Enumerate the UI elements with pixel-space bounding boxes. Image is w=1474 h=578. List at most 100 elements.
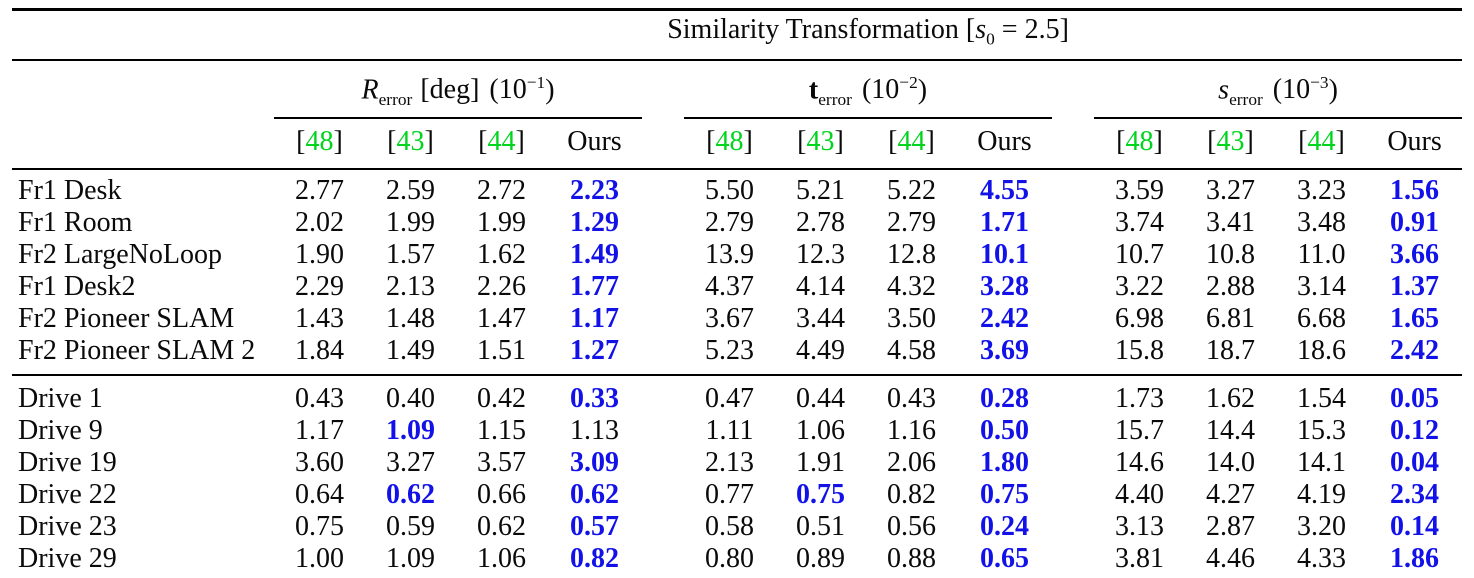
metric-value: 18.7 [1206, 334, 1255, 366]
ours-column-header: Ours [957, 117, 1052, 170]
row-label: Drive 23 [18, 510, 117, 542]
metric-value: 1.84 [295, 334, 344, 366]
s-error-scale-close: ) [1328, 73, 1338, 105]
table-row: Drive 19 3.60 3.27 3.57 3.09 2.13 1.91 2.06 1.80… [12, 447, 1462, 479]
best-value: 0.75 [796, 478, 845, 510]
best-value: 0.28 [980, 382, 1029, 414]
column-spacer [1052, 239, 1094, 271]
column-spacer [642, 303, 684, 335]
best-value: 3.69 [980, 334, 1029, 366]
group-header-row: Rerror [deg] (10−1) terror (10−2) serror (10−3… [12, 59, 1463, 119]
citation-bracket-close: ] [515, 125, 525, 157]
citation-ref[interactable]: [48] [1094, 117, 1185, 170]
metric-value: 0.88 [887, 542, 936, 574]
metric-value: 1.91 [796, 446, 845, 478]
metric-value: 13.9 [705, 238, 754, 270]
metric-value: 2.13 [705, 446, 754, 478]
metric-value: 2.79 [887, 206, 936, 238]
citation-bracket-close: ] [424, 125, 434, 157]
metric-value: 1.06 [796, 414, 845, 446]
metric-value: 2.72 [477, 174, 526, 206]
metric-value: 0.89 [796, 542, 845, 574]
metric-value: 0.42 [477, 382, 526, 414]
citation-bracket-close: ] [743, 125, 753, 157]
citation-bracket-close: ] [925, 125, 935, 157]
metric-value: 4.49 [796, 334, 845, 366]
citation-bracket-open: [ [478, 125, 488, 157]
citation-ref[interactable]: [43] [1185, 117, 1276, 170]
citation-ref[interactable]: [43] [365, 117, 456, 170]
metric-value: 15.8 [1115, 334, 1164, 366]
t-error-scale-exponent: −2 [899, 72, 918, 92]
metric-value: 0.58 [705, 510, 754, 542]
metric-value: 3.14 [1297, 270, 1346, 302]
row-label: Fr2 Pioneer SLAM [18, 302, 235, 334]
best-value: 3.66 [1390, 238, 1440, 270]
best-value: 2.34 [1390, 478, 1440, 510]
table-row: Drive 29 1.00 1.09 1.06 0.82 0.80 0.89 0.88 0.65… [12, 543, 1462, 578]
citation-ref[interactable]: [44] [866, 117, 957, 170]
citation-ref[interactable]: [44] [456, 117, 547, 170]
metric-value: 4.33 [1297, 542, 1346, 574]
row-label: Fr1 Desk2 [18, 270, 136, 302]
metric-value: 0.82 [887, 478, 936, 510]
citation-ref[interactable]: [43] [775, 117, 866, 170]
metric-value: 3.27 [386, 446, 435, 478]
metric-value: 6.98 [1115, 302, 1164, 334]
metric-value: 6.81 [1206, 302, 1255, 334]
title-text: Similarity Transformation [ [667, 14, 976, 45]
metric-value: 1.15 [477, 414, 526, 446]
column-spacer [1052, 207, 1094, 239]
metric-value: 3.22 [1115, 270, 1164, 302]
r-error-scale-open: (10 [489, 73, 527, 105]
t-error-scale-open: (10 [861, 73, 900, 105]
best-value: 4.55 [980, 174, 1029, 206]
column-spacer [642, 169, 684, 207]
column-spacer [1052, 479, 1094, 511]
metric-value: 0.40 [386, 382, 435, 414]
column-spacer [642, 511, 684, 543]
best-value: 0.57 [570, 510, 619, 542]
metric-value: 4.46 [1206, 542, 1255, 574]
metric-value: 14.0 [1206, 446, 1255, 478]
results-table: Similarity Transformation [s0 = 2.5] Rer… [12, 8, 1463, 578]
column-spacer [642, 479, 684, 511]
citation-bracket-open: [ [296, 125, 306, 157]
metric-value: 2.88 [1206, 270, 1255, 302]
table-row: Fr1 Room 2.02 1.99 1.99 1.29 2.79 2.78 2.79 1.71… [12, 207, 1462, 239]
citation-ref[interactable]: [44] [1276, 117, 1367, 170]
metric-value: 3.60 [295, 446, 344, 478]
s-error-subscript: error [1229, 89, 1263, 109]
metric-value: 1.06 [477, 542, 526, 574]
citation-bracket-open: [ [1207, 125, 1217, 157]
ours-column-header: Ours [547, 117, 642, 170]
column-spacer [642, 415, 684, 447]
metric-value: 6.68 [1297, 302, 1346, 334]
citation-bracket-open: [ [888, 125, 898, 157]
citation-ref[interactable]: [48] [274, 117, 365, 170]
best-value: 0.75 [980, 478, 1029, 510]
metric-value: 0.44 [796, 382, 845, 414]
metric-value: 2.59 [386, 174, 435, 206]
citation-number: 43 [396, 125, 425, 157]
metric-value: 2.26 [477, 270, 526, 302]
column-spacer [642, 375, 684, 415]
section-kitti-drives: Drive 1 0.43 0.40 0.42 0.33 0.47 0.44 0.43 0.28 1… [12, 375, 1462, 578]
citation-ref[interactable]: [48] [684, 117, 775, 170]
best-value: 0.33 [570, 382, 619, 414]
group-header-r-error: Rerror [deg] (10−1) [274, 59, 642, 119]
table-title: Similarity Transformation [s0 = 2.5] [274, 9, 1463, 61]
table-row: Fr2 Pioneer SLAM 1.43 1.48 1.47 1.17 3.67 3.44… [12, 303, 1462, 335]
citation-number: 43 [1216, 125, 1245, 157]
metric-value: 0.43 [295, 382, 344, 414]
metric-value: 0.59 [386, 510, 435, 542]
table-row: Drive 1 0.43 0.40 0.42 0.33 0.47 0.44 0.43 0.28 1… [12, 375, 1462, 415]
best-value: 2.42 [980, 302, 1029, 334]
metric-value: 0.64 [295, 478, 344, 510]
column-spacer [642, 60, 684, 118]
citation-bracket-close: ] [834, 125, 844, 157]
best-value: 1.65 [1390, 302, 1440, 334]
best-value: 0.62 [570, 478, 619, 510]
metric-value: 3.41 [1206, 206, 1255, 238]
